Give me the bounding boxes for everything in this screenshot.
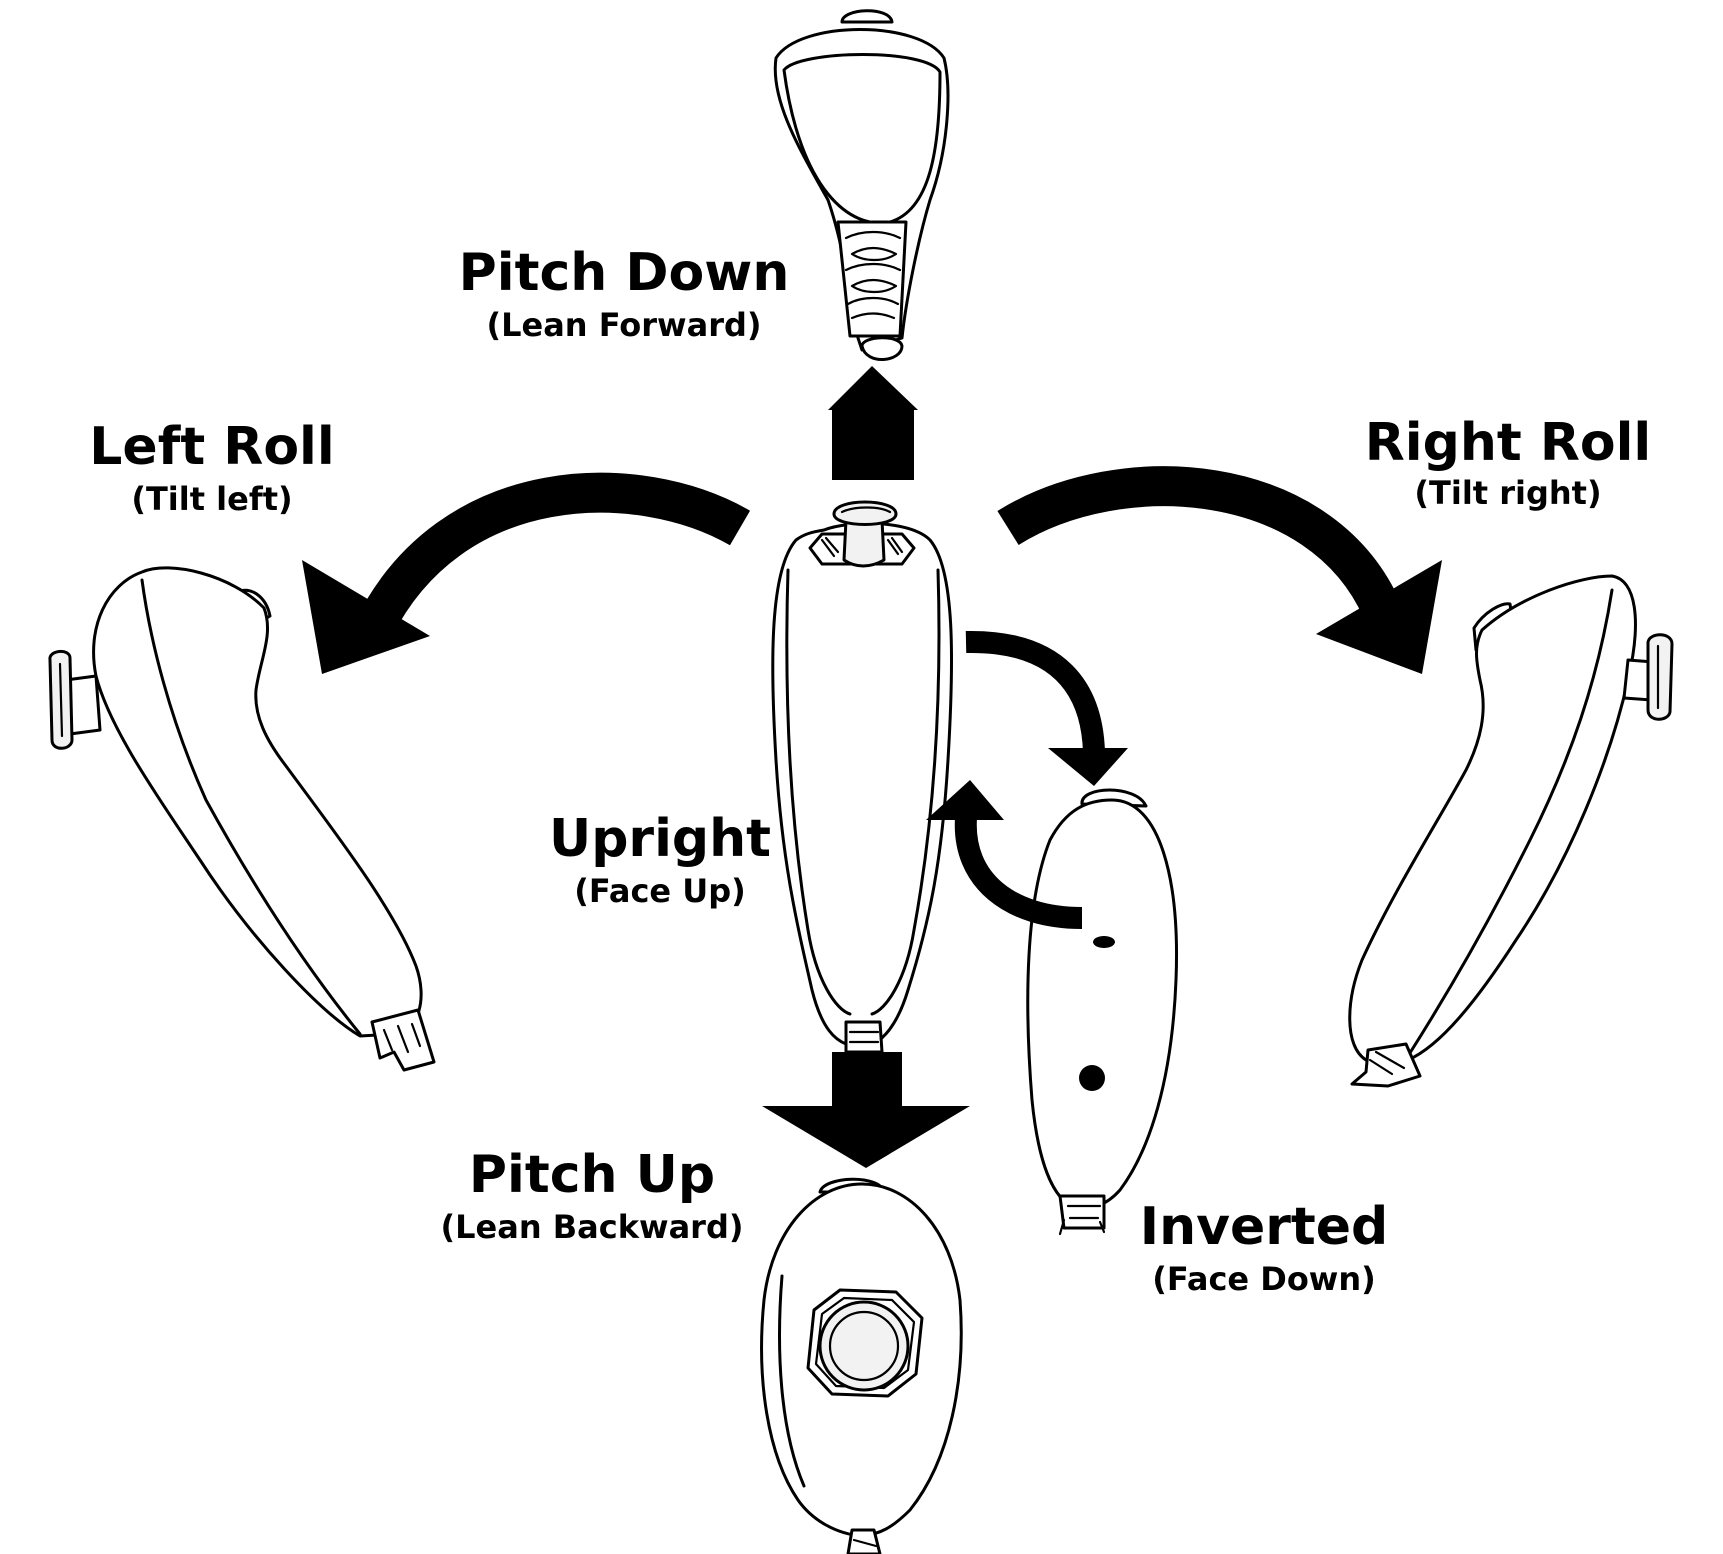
label-left-roll: Left Roll (Tilt left)	[89, 417, 334, 518]
label-left-roll-subtitle: (Tilt left)	[131, 480, 292, 518]
right-roll-controller-drawing	[1348, 574, 1674, 1088]
label-inverted: Inverted (Face Down)	[1140, 1197, 1389, 1298]
left-roll-controller-drawing	[48, 566, 436, 1072]
flip-down-arrow	[965, 630, 1128, 786]
upright-controller-drawing	[771, 500, 954, 1054]
pitch-down-controller-drawing	[773, 9, 950, 361]
label-pitch-down-title: Pitch Down	[459, 243, 790, 303]
right-roll-arrow	[997, 466, 1442, 674]
label-pitch-down: Pitch Down (Lean Forward)	[459, 243, 790, 344]
label-upright: Upright (Face Up)	[549, 809, 771, 910]
label-inverted-title: Inverted	[1140, 1197, 1389, 1257]
label-pitch-up: Pitch Up (Lean Backward)	[441, 1145, 744, 1246]
label-right-roll: Right Roll (Tilt right)	[1365, 413, 1651, 512]
left-roll-arrow	[302, 472, 751, 674]
flip-up-arrow	[926, 780, 1083, 929]
label-left-roll-title: Left Roll	[89, 417, 334, 477]
screw-hole-icon	[1079, 1065, 1105, 1091]
label-right-roll-title: Right Roll	[1365, 413, 1651, 473]
pitch-up-controller-drawing	[760, 1177, 963, 1554]
label-pitch-up-title: Pitch Up	[469, 1145, 715, 1205]
inverted-controller-drawing	[1026, 788, 1178, 1236]
label-inverted-subtitle: (Face Down)	[1152, 1260, 1376, 1298]
pitch-down-arrow	[828, 366, 918, 480]
label-right-roll-subtitle: (Tilt right)	[1414, 474, 1601, 512]
label-upright-subtitle: (Face Up)	[574, 872, 746, 910]
pitch-up-arrow	[762, 1052, 970, 1168]
label-pitch-down-subtitle: (Lean Forward)	[486, 306, 761, 344]
label-upright-title: Upright	[549, 809, 771, 869]
label-pitch-up-subtitle: (Lean Backward)	[441, 1208, 744, 1246]
small-hole-icon	[1093, 936, 1115, 948]
